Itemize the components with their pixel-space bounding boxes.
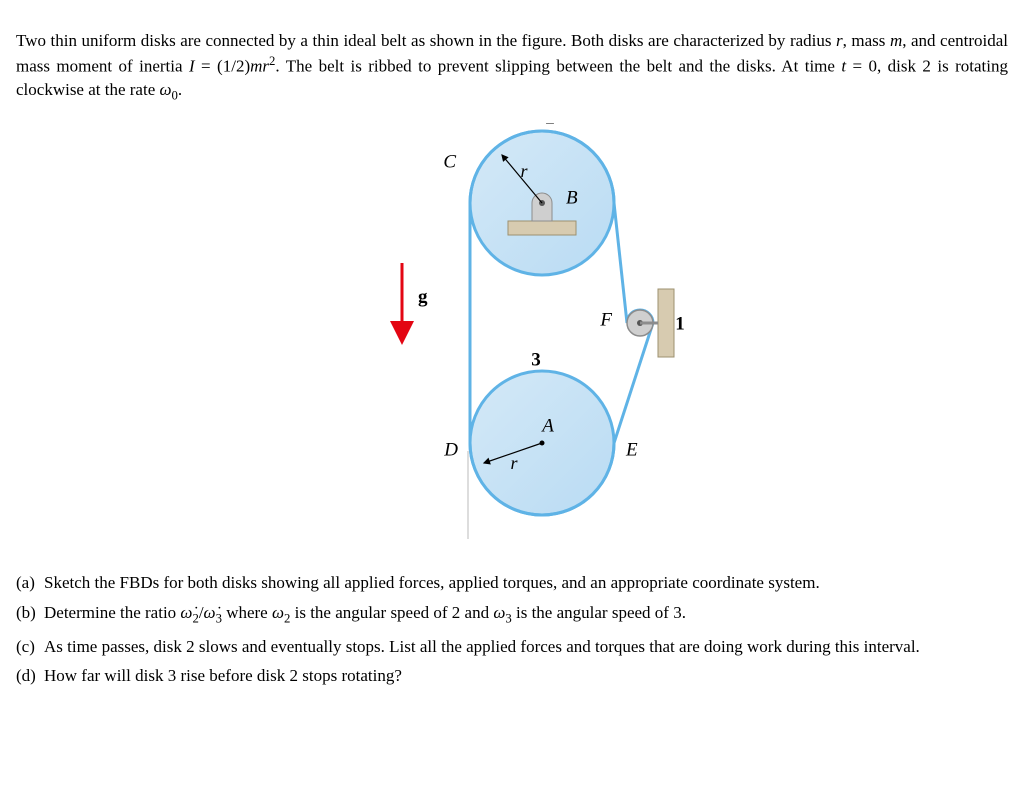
part-label: (a) <box>16 571 44 595</box>
part-text: How far will disk 3 rise before disk 2 s… <box>44 664 1008 688</box>
part-text: As time passes, disk 2 slows and eventua… <box>44 635 1008 659</box>
svg-text:r: r <box>510 454 518 474</box>
problem-intro: Two thin uniform disks are connected by … <box>16 29 1008 105</box>
part-item: (d)How far will disk 3 rise before disk … <box>16 664 1008 688</box>
part-label: (b) <box>16 601 44 628</box>
parts-list: (a)Sketch the FBDs for both disks showin… <box>16 571 1008 688</box>
part-item: (b)Determine the ratio ω̇2/ω̇3 where ω2 … <box>16 601 1008 628</box>
part-text: Sketch the FBDs for both disks showing a… <box>44 571 1008 595</box>
part-label: (c) <box>16 635 44 659</box>
part-item: (c)As time passes, disk 2 slows and even… <box>16 635 1008 659</box>
svg-text:g: g <box>418 287 428 308</box>
svg-text:B: B <box>566 188 578 209</box>
part-text: Determine the ratio ω̇2/ω̇3 where ω2 is … <box>44 601 1008 628</box>
svg-text:2: 2 <box>545 123 555 128</box>
svg-text:D: D <box>443 440 458 461</box>
svg-text:E: E <box>625 440 638 461</box>
svg-text:3: 3 <box>531 350 541 371</box>
belt-disks-figure: r r g 2 3 1 B C D E F A <box>332 123 692 543</box>
svg-text:C: C <box>443 152 456 173</box>
part-item: (a)Sketch the FBDs for both disks showin… <box>16 571 1008 595</box>
part-label: (d) <box>16 664 44 688</box>
svg-text:F: F <box>599 310 612 331</box>
svg-text:r: r <box>520 162 528 182</box>
svg-text:A: A <box>540 416 554 437</box>
svg-text:1: 1 <box>675 314 685 335</box>
figure-container: r r g 2 3 1 B C D E F A <box>16 123 1008 543</box>
